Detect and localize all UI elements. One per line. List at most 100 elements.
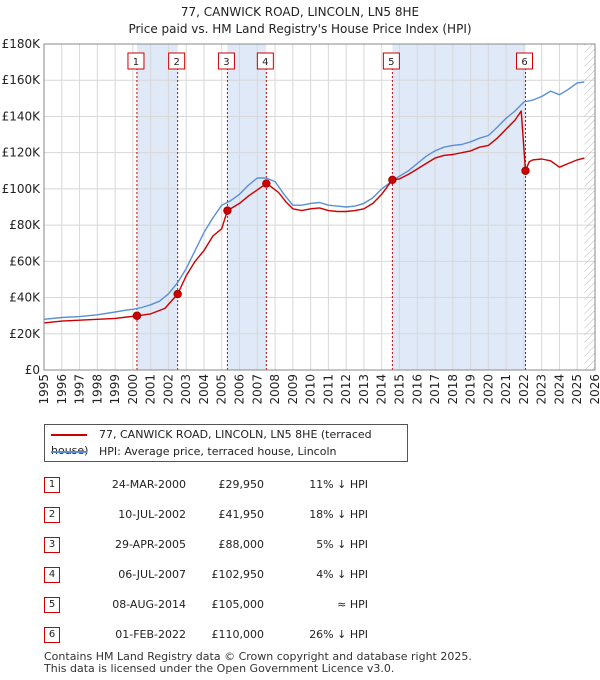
hpi-line (43, 81, 585, 320)
x-tick-label: 2021 (499, 374, 513, 405)
x-tick-label: 1998 (90, 374, 104, 405)
x-tick-label: 2019 (464, 374, 478, 405)
y-tick-label: £60K (9, 254, 41, 268)
y-tick-label: £20K (9, 327, 41, 341)
sale-label-number: 2 (173, 57, 179, 68)
sale-hpi-comparison: 18% ↓ HPI (309, 508, 368, 521)
footer-attribution: Contains HM Land Registry data © Crown c… (44, 651, 472, 675)
sale-hpi-comparison: 5% ↓ HPI (316, 538, 368, 551)
x-tick-label: 2006 (233, 374, 247, 405)
sale-row: 5 08-AUG-2014 £105,000 ≈ HPI (44, 592, 404, 622)
sale-price: £88,000 (218, 538, 265, 551)
chart-title: 77, CANWICK ROAD, LINCOLN, LN5 8HE Price… (0, 4, 600, 38)
property-price-line (43, 110, 585, 324)
x-tick-label: 2003 (179, 374, 193, 405)
x-tick-label: 2017 (428, 374, 442, 405)
chart-legend: 77, CANWICK ROAD, LINCOLN, LN5 8HE (terr… (44, 424, 408, 462)
legend-swatch-hpi (51, 451, 87, 453)
sale-point (388, 175, 397, 185)
sale-label-box (256, 52, 274, 70)
x-tick-label: 2008 (268, 374, 282, 405)
footer-licence: This data is licensed under the Open Gov… (44, 662, 395, 675)
sale-row: 6 01-FEB-2022 £110,000 26% ↓ HPI (44, 622, 404, 652)
x-tick-label: 2013 (357, 374, 371, 405)
x-tick-label: 2014 (375, 374, 389, 405)
sale-row: 3 29-APR-2005 £88,000 5% ↓ HPI (44, 532, 404, 562)
sale-date: 01-FEB-2022 (115, 628, 186, 641)
sale-row: 1 24-MAR-2000 £29,950 11% ↓ HPI (44, 472, 404, 502)
sale-number-badge: 1 (44, 477, 60, 493)
x-tick-label: 2020 (481, 374, 495, 405)
sales-table: 1 24-MAR-2000 £29,950 11% ↓ HPI 2 10-JUL… (44, 472, 404, 652)
sale-hpi-comparison: 4% ↓ HPI (316, 568, 368, 581)
y-tick-label: £140K (2, 109, 42, 123)
sale-price: £41,950 (218, 508, 265, 521)
sale-label-number: 3 (223, 57, 229, 68)
x-tick-label: 2025 (570, 374, 584, 405)
sale-label-box (516, 52, 534, 70)
plot-frame (43, 43, 596, 371)
sale-point (262, 179, 271, 188)
x-tick-label: 2024 (552, 374, 566, 405)
x-tick-label: 1995 (37, 374, 51, 405)
x-tick-label: 2026 (588, 374, 600, 405)
x-tick-label: 1996 (55, 374, 69, 405)
ownership-shade (136, 44, 178, 370)
x-tick-label: 2016 (410, 374, 424, 405)
sale-date: 08-AUG-2014 (112, 598, 186, 611)
sale-number-badge: 2 (44, 507, 60, 523)
y-tick-label: £180K (2, 37, 42, 51)
sale-price: £102,950 (211, 568, 265, 581)
sale-price: £110,000 (211, 628, 265, 641)
y-tick-label: £120K (2, 146, 42, 160)
sale-point (173, 289, 182, 299)
sale-hpi-comparison: ≈ HPI (337, 598, 368, 611)
x-tick-label: 2010 (304, 374, 318, 405)
x-tick-label: 2004 (197, 374, 211, 405)
sale-point (521, 166, 530, 175)
sale-label-number: 6 (521, 57, 527, 68)
sale-date: 10-JUL-2002 (118, 508, 186, 521)
x-tick-label: 2011 (321, 374, 335, 405)
legend-label-property: 77, CANWICK ROAD, LINCOLN, LN5 8HE (terr… (51, 428, 372, 457)
y-tick-label: £0 (25, 363, 40, 377)
sale-label-box (217, 52, 235, 70)
forecast-hatch (584, 44, 595, 370)
chart-title-line-1: 77, CANWICK ROAD, LINCOLN, LN5 8HE (180, 5, 420, 19)
x-tick-label: 2018 (446, 374, 460, 405)
sale-price: £29,950 (218, 478, 265, 491)
sale-point (132, 311, 142, 320)
x-tick-label: 2007 (250, 374, 264, 405)
x-tick-label: 2009 (286, 374, 300, 405)
x-tick-label: 1997 (73, 374, 87, 405)
y-tick-label: £40K (9, 291, 41, 305)
sale-label-number: 4 (262, 57, 268, 68)
sale-hpi-comparison: 11% ↓ HPI (309, 478, 368, 491)
sale-row: 2 10-JUL-2002 £41,950 18% ↓ HPI (44, 502, 404, 532)
sale-row: 4 06-JUL-2007 £102,950 4% ↓ HPI (44, 562, 404, 592)
sale-date: 06-JUL-2007 (118, 568, 186, 581)
y-tick-label: £100K (2, 182, 42, 196)
ownership-shade (392, 44, 526, 370)
legend-item-property: 77, CANWICK ROAD, LINCOLN, LN5 8HE (terr… (51, 427, 407, 457)
x-tick-label: 2001 (144, 374, 158, 405)
sale-label-box (168, 52, 186, 70)
sale-date: 29-APR-2005 (114, 538, 186, 551)
sale-date: 24-MAR-2000 (111, 478, 186, 491)
sale-number-badge: 3 (44, 537, 60, 553)
y-tick-label: £80K (9, 218, 41, 232)
sale-label-box (127, 52, 145, 70)
sale-label-number: 1 (133, 57, 139, 68)
price-chart: 1 2 3 4 5 6 £0 £20K £40K £60K £80K £100K £120K £140K £… (2, 37, 600, 405)
legend-label-hpi: HPI: Average price, terraced house, Linc… (99, 445, 337, 458)
sale-label-number: 5 (388, 57, 394, 68)
x-tick-label: 2002 (161, 374, 175, 405)
chart-title-line-2: Price paid vs. HM Land Registry's House … (128, 22, 472, 36)
x-tick-label: 2023 (535, 374, 549, 405)
legend-item-hpi: HPI: Average price, terraced house, Linc… (51, 444, 336, 460)
x-tick-label: 1999 (108, 374, 122, 405)
legend-swatch-property (51, 434, 87, 436)
x-tick-label: 2022 (517, 374, 531, 405)
x-tick-label: 2000 (126, 374, 140, 405)
sale-number-badge: 6 (44, 627, 60, 643)
